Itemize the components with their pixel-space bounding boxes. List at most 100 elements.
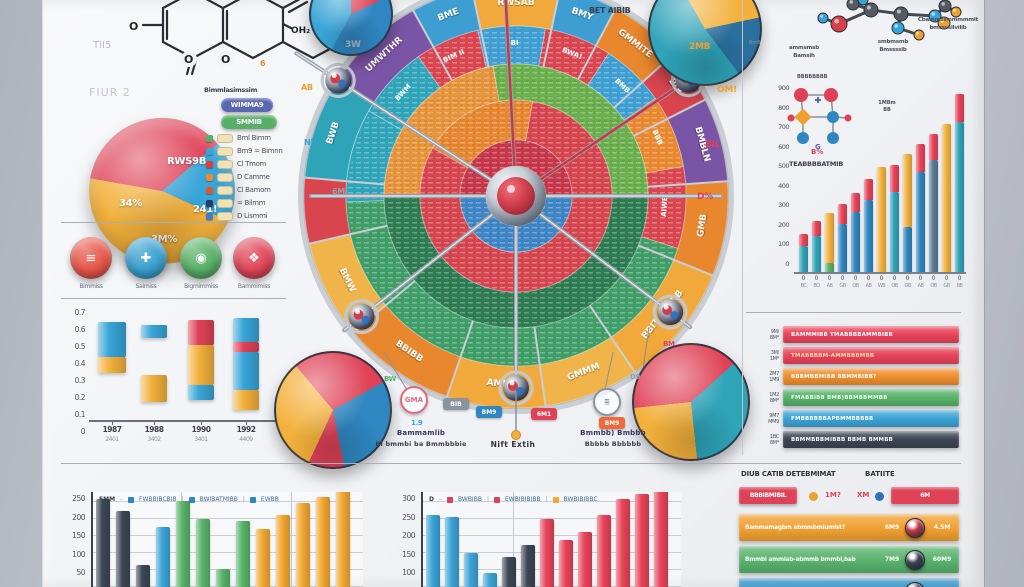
tick-line: 1M2 [769,392,779,398]
right-chart-x-axis [794,272,966,274]
axis-tick-label: 800 [778,103,789,112]
bar [445,517,459,587]
caption-line-text: Bmssssib [879,47,907,53]
bar-segment [955,122,964,272]
hbar-label: FMBBBBBBAPBMMBBBBB [791,415,874,422]
x-tick: 0 [905,275,910,282]
bar-segment [851,193,860,212]
header-value: XM [857,491,870,499]
legend-dash: – [120,496,124,503]
bar-segment [233,318,259,342]
legend-item-label: = Bilmm [237,199,266,207]
table-row: Bam-ammib bmmbi ba bmmbbb bmmbmbaM91M5 [739,578,959,587]
bar-segment [98,357,126,373]
badge-caption: Bimmiss [79,283,103,290]
stat-badge: ❖ [233,237,275,279]
bar [838,204,847,272]
bottom-left-chart-y-axis: 250200150100500 [59,494,85,587]
scatter-label: BIL [705,140,721,150]
bar [196,519,210,587]
bar-segment [942,124,951,272]
x-tick: 0 [814,275,819,282]
bar-segment [903,154,912,227]
legend-swatch-pill [217,172,233,182]
divider [61,298,286,299]
divider [61,463,961,464]
badge-caption: Saimiss [135,283,157,290]
stat-badge: ≡ [70,237,112,279]
legend-color-dot [206,173,213,181]
atom-label-o: O [129,20,138,33]
x-tick: 0 [801,275,806,282]
legend-item-label: Cl Bamom [237,186,271,194]
tick-line: 1BC [769,434,779,440]
wheel-caption-right-2: Bbbbb Bbbbbb [584,440,642,448]
connector-line [383,351,408,391]
bar-segment [812,236,821,272]
network-node [844,114,852,122]
molecule-atom [846,0,860,11]
bar [540,519,554,587]
axis-tick-label: 0.2 [74,393,86,402]
tick-line: 9M7 [769,413,779,419]
x-tick: 0 [957,275,962,282]
caption-line-text: ammsmsb [789,45,819,51]
x-tick: 0 [879,275,884,282]
legend-swatch-pill [217,211,233,221]
wheel-caption-left-1: Bammamlib [396,429,446,437]
bar [116,511,130,587]
bar [812,221,821,272]
legend-entry-label: BWIBATMIBB [199,496,238,503]
axis-tick-label: 500 [778,162,789,170]
table-title-right: BATIITE [865,470,895,478]
legend-swatch [249,496,256,503]
x-tick-label: GB [943,283,950,289]
bar [851,193,860,272]
divider [61,222,286,223]
bar-segment [903,227,912,272]
network-pct-label: B% [811,148,824,156]
network-diagram: G [787,88,852,151]
caption-line-text: BB [883,107,891,113]
bar-segment [825,263,834,272]
gridline [513,492,514,587]
hbar-tick-label: 1BC 8M* [746,434,779,446]
stacked-chart-x-axis [89,420,281,422]
stacked-chart-y-axis: 0.7 0.6 0.5 0.4 0.3 0.2 0.1 0 [59,308,86,436]
bar-segment [955,94,964,122]
axis-tick-label: 100 [778,240,789,248]
axis-tick-label: 200 [402,531,415,540]
axis-tick [201,421,202,425]
scatter-label: D% [697,192,713,202]
molecule-3d-model [817,0,962,41]
legend-color-dot [206,147,213,155]
circle-chip-icon: ≣ [593,388,621,416]
stat-badge: ✚ [125,237,167,279]
x-tick: 0 [944,275,949,282]
bar-segment [233,352,259,390]
bar [296,503,310,587]
horizontal-bar: FMABBIBB BMB)BBMBBMMBB [783,389,959,406]
axis-tick-label: 900 [778,84,789,92]
radial-wheel-chart: UMWTHRBMERWSABBMYGMMITEBIBBMBLNGMBBBIT G… [294,0,741,440]
bar [136,565,150,587]
figure-tag: TII5 [93,40,112,51]
bar [942,124,951,272]
axis-tick-label: 0.4 [74,359,86,368]
legend-swatch [493,496,500,503]
hbar-label: BAMMMIBB TMABBBBAMMBIBB [791,331,893,338]
badge-caption: Bigmimmiss [184,283,218,290]
axis-tick-label: 0.5 [74,342,86,351]
bar-segment [916,144,925,172]
legend-item-label: D Lismmi [237,212,268,220]
marble-marker [320,63,356,99]
bottom-mid-chart-legend: D – BWBIBB | EWBIBIBIBB | BWBIBIBBC [429,496,598,503]
x-tick-label: GB [904,283,911,289]
glossy-ball-icon [905,517,925,538]
legend-swatch [128,496,135,503]
caption-line-text: Cbammssmmmmmit [917,17,979,23]
badge-icon: ≡ [85,250,97,266]
bar-segment [851,212,860,272]
bar-segment [799,246,808,272]
table-header-pill-left: BBBIBMIBIL [739,487,797,504]
